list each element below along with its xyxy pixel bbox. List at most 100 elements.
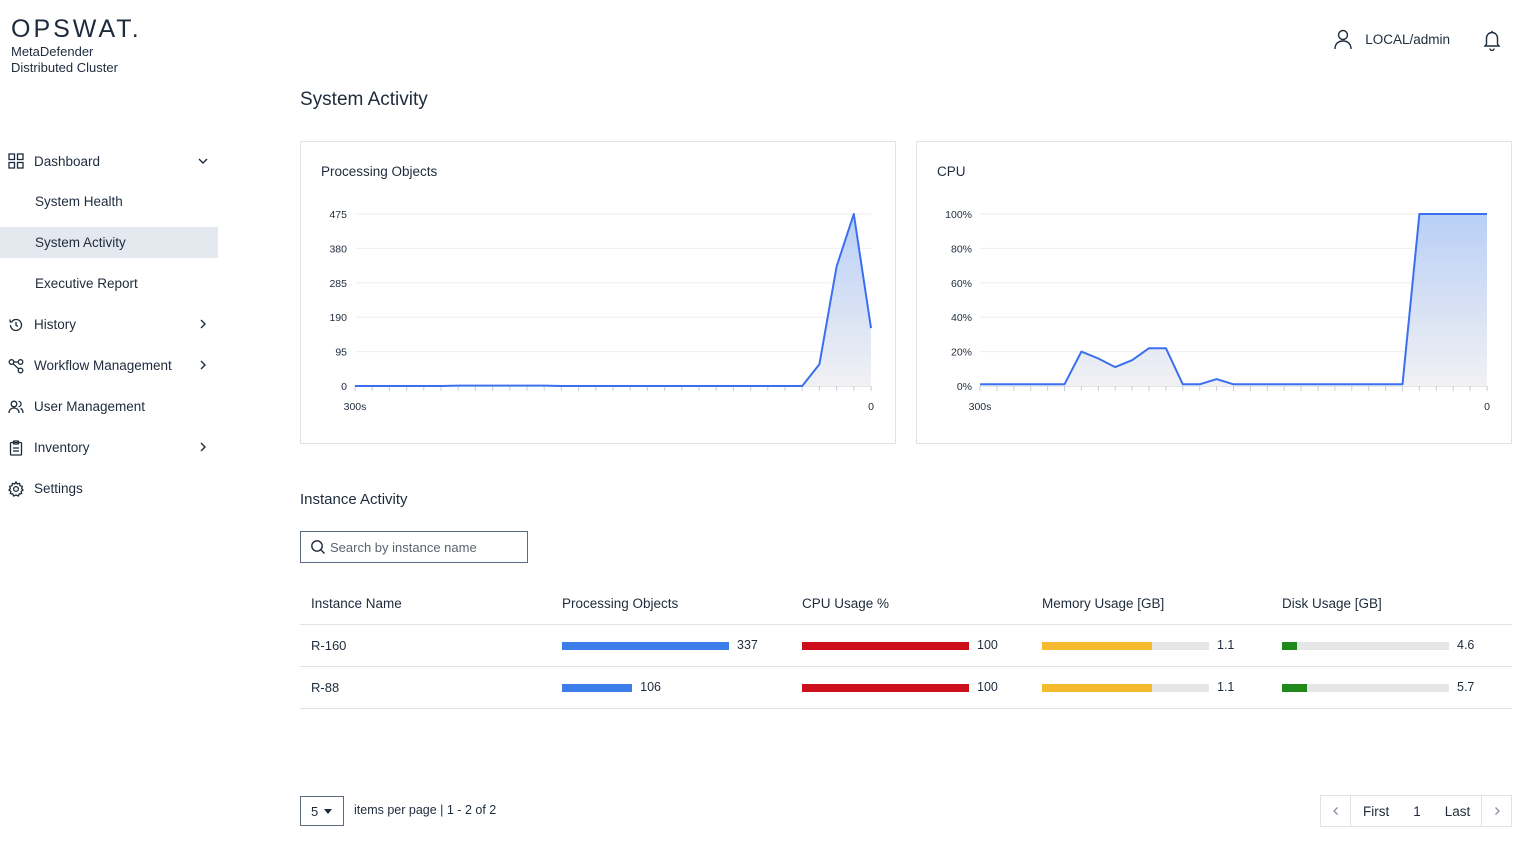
y-tick-label: 60%: [951, 278, 972, 290]
chevron-right-icon: [200, 319, 206, 329]
chevron-right-icon: [200, 360, 206, 370]
gear-icon: [8, 480, 24, 497]
y-tick-label: 95: [335, 347, 347, 359]
sidebar-item-dashboard[interactable]: Dashboard: [0, 141, 218, 181]
instance-name: R-88: [311, 680, 340, 695]
processing-bar: [562, 641, 729, 650]
column-header[interactable]: CPU Usage %: [802, 596, 890, 611]
x-tick-label: 300s: [969, 401, 992, 413]
memory-bar-track: [1042, 683, 1209, 692]
processing-objects-chart: 475 380 285 190 95 0 300s 0: [329, 209, 874, 413]
processing-cell: 106: [551, 679, 791, 695]
current-page-button[interactable]: 1: [1413, 803, 1421, 819]
column-header[interactable]: Disk Usage [GB]: [1282, 596, 1382, 611]
instance-search[interactable]: [300, 531, 528, 563]
clipboard-icon: [8, 439, 24, 456]
cpu-cell: 100: [791, 638, 1031, 653]
instance-activity-title: Instance Activity: [300, 491, 408, 508]
table-row[interactable]: R-160 337 100 1.1 4.6: [300, 625, 1512, 667]
brand: OPSWAT. MetaDefender Distributed Cluster: [11, 14, 142, 76]
product-name: MetaDefender: [11, 44, 94, 59]
memory-value: 1.1: [1217, 679, 1235, 694]
cpu-value: 100: [977, 679, 998, 694]
x-tick-label: 0: [868, 401, 874, 413]
prev-page-button[interactable]: [1321, 796, 1351, 826]
first-page-button[interactable]: First: [1363, 803, 1390, 819]
page-title: System Activity: [300, 89, 428, 110]
history-icon: [8, 317, 24, 333]
y-tick-label: 285: [329, 278, 347, 290]
y-tick-label: 100%: [945, 209, 972, 221]
chevron-right-icon: [1494, 807, 1500, 815]
cpu-bar-track: [802, 641, 969, 650]
username: LOCAL/admin: [1365, 31, 1450, 47]
sidebar-item-label: Dashboard: [34, 153, 101, 169]
y-tick-label: 190: [329, 312, 347, 324]
memory-bar: [1042, 641, 1153, 650]
chart-title: CPU: [937, 164, 966, 179]
items-per-page-select[interactable]: 5: [300, 796, 344, 826]
sidebar-item-system-activity[interactable]: System Activity: [0, 227, 218, 258]
items-per-page-value: 5: [311, 803, 319, 819]
sidebar-item-workflow-management[interactable]: Workflow Management: [0, 345, 218, 386]
users-icon: [8, 399, 24, 415]
sidebar-item-label: History: [34, 317, 77, 332]
bell-icon[interactable]: [1482, 29, 1502, 51]
y-tick-label: 40%: [951, 312, 972, 324]
disk-bar-track: [1282, 641, 1449, 650]
sidebar-item-user-management[interactable]: User Management: [0, 386, 218, 427]
cpu-bar: [802, 641, 969, 650]
cpu-bar-track: [802, 683, 969, 692]
cpu-chart: 100% 80% 60% 40% 20% 0% 300s 0: [945, 209, 1490, 413]
user-menu[interactable]: LOCAL/admin: [1333, 28, 1450, 50]
processing-cell: 337: [551, 637, 791, 653]
y-tick-label: 475: [329, 209, 347, 221]
y-tick-label: 380: [329, 243, 347, 255]
y-tick-label: 0: [341, 381, 347, 393]
column-header[interactable]: Processing Objects: [562, 596, 679, 611]
user-icon: [1334, 29, 1352, 50]
sidebar-item-settings[interactable]: Settings: [0, 468, 218, 509]
workflow-icon: [8, 358, 24, 374]
instance-table: Instance Name Processing Objects CPU Usa…: [300, 583, 1512, 709]
caret-down-icon: [324, 808, 333, 814]
memory-bar: [1042, 683, 1153, 692]
grid-icon: [8, 153, 24, 169]
sidebar-item-label: Workflow Management: [34, 358, 172, 373]
y-tick-label: 20%: [951, 347, 972, 359]
cpu-cell: 100: [791, 679, 1031, 695]
product-subtitle: Distributed Cluster: [11, 60, 118, 75]
next-page-button[interactable]: [1481, 796, 1511, 826]
processing-value: 337: [737, 637, 758, 652]
memory-cell: 1.1: [1031, 679, 1271, 695]
disk-value: 5.7: [1457, 679, 1475, 694]
sidebar-item-label: Inventory: [34, 440, 90, 455]
sidebar-item-history[interactable]: History: [0, 304, 218, 345]
last-page-button[interactable]: Last: [1444, 803, 1471, 819]
column-header[interactable]: Memory Usage [GB]: [1042, 596, 1165, 611]
cpu-bar: [802, 683, 969, 692]
processing-objects-chart-card: Processing Objects 475 380 285 190 95 0 300s 0: [300, 141, 896, 444]
pager: First 1 Last: [1320, 795, 1512, 827]
processing-bar-track: [562, 683, 633, 692]
table-row[interactable]: R-88 106 100 1.1 5.7: [300, 667, 1512, 709]
sidebar-item-inventory[interactable]: Inventory: [0, 427, 218, 468]
sidebar-item-executive-report[interactable]: Executive Report: [35, 276, 138, 291]
sidebar-item-label: Settings: [34, 481, 83, 496]
chevron-left-icon: [1332, 807, 1338, 815]
y-tick-label: 80%: [951, 243, 972, 255]
series-line: [980, 213, 1487, 386]
disk-cell: 4.6: [1271, 638, 1512, 653]
chart-title: Processing Objects: [321, 164, 438, 179]
series-line: [355, 213, 872, 387]
chevron-down-icon: [198, 158, 208, 164]
processing-value: 106: [640, 679, 661, 694]
memory-value: 1.1: [1217, 637, 1235, 652]
opswat-logo: OPSWAT.: [11, 15, 142, 43]
column-header[interactable]: Instance Name: [311, 596, 402, 611]
disk-bar-track: [1282, 683, 1449, 692]
sidebar-item-system-health[interactable]: System Health: [35, 194, 123, 209]
search-input[interactable]: [330, 539, 520, 555]
x-tick-label: 0: [1484, 401, 1490, 413]
memory-bar-track: [1042, 641, 1209, 650]
